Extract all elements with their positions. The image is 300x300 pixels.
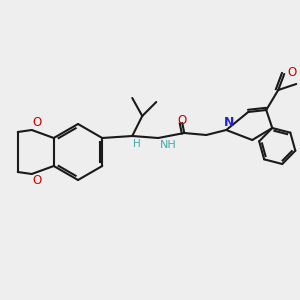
Text: O: O: [32, 116, 41, 130]
Text: H: H: [134, 139, 141, 149]
Text: O: O: [32, 175, 41, 188]
Text: O: O: [288, 65, 297, 79]
Text: N: N: [224, 116, 234, 128]
Text: NH: NH: [160, 140, 177, 150]
Text: O: O: [178, 113, 187, 127]
